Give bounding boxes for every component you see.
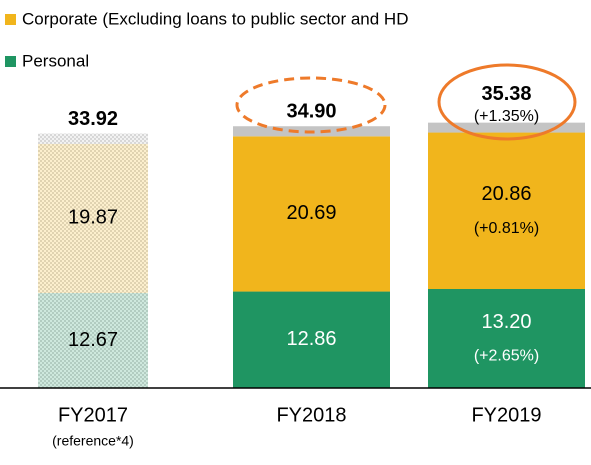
value-label: 20.69 xyxy=(286,202,336,224)
bar-segment xyxy=(233,136,390,292)
highlight-solid xyxy=(437,63,577,141)
bar-segment xyxy=(428,132,585,289)
legend-label: Personal xyxy=(22,51,89,70)
total-label: 34.90 xyxy=(286,101,336,123)
total-label: 33.92 xyxy=(68,108,118,130)
value-label: 12.86 xyxy=(286,328,336,350)
bar-segment xyxy=(233,291,390,388)
total-label: 35.38 xyxy=(481,83,531,105)
legend-swatch xyxy=(5,14,16,25)
value-label: 13.20 xyxy=(481,311,531,333)
total-change: (+1.35%) xyxy=(474,108,539,125)
highlight-dashed xyxy=(235,76,387,134)
bar-segment xyxy=(428,122,585,133)
bar-hatch xyxy=(38,133,148,144)
bar-hatch xyxy=(38,292,148,388)
value-label: 12.67 xyxy=(68,329,118,351)
value-label: 19.87 xyxy=(68,207,118,229)
legend-swatch xyxy=(5,56,16,67)
category-note: (reference*4) xyxy=(52,433,134,449)
x-tick-label: FY2019 xyxy=(471,404,541,426)
change-label: (+0.81%) xyxy=(474,220,539,237)
x-tick-label: FY2017 xyxy=(58,404,128,426)
bar-hatch xyxy=(38,143,148,293)
legend-label: Corporate (Excluding loans to public sec… xyxy=(22,9,408,28)
change-label: (+2.65%) xyxy=(474,348,539,365)
value-label: 20.86 xyxy=(481,183,531,205)
x-tick-label: FY2018 xyxy=(276,404,346,426)
bar-segment xyxy=(428,289,585,388)
